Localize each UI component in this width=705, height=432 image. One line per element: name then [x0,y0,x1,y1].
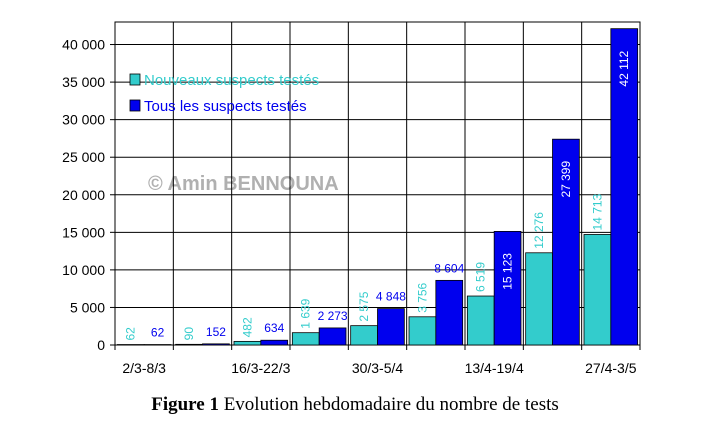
caption-text: Evolution hebdomadaire du nombre de test… [224,394,559,415]
x-tick-label: 27/4-3/5 [585,360,637,376]
legend-label: Nouveaux suspects testés [144,72,319,89]
y-tick-label: 35 000 [62,74,105,90]
value-label: 482 [240,317,254,337]
y-tick-label: 30 000 [62,112,105,128]
value-label: 3 756 [415,282,429,312]
bar [584,234,611,345]
legend-swatch [130,100,140,111]
bar [351,326,378,345]
bar [234,341,261,345]
legend-label: Tous les suspects testés [144,98,307,115]
y-tick-label: 5 000 [70,299,105,315]
value-label: 27 399 [559,161,573,198]
x-tick-label: 2/3-8/3 [122,360,166,376]
value-label: 12 276 [532,212,546,249]
value-label: 2 273 [318,309,348,323]
value-label: 8 604 [434,261,464,275]
caption: Figure 1 Evolution hebdomadaire du nombr… [151,394,559,415]
y-tick-label: 25 000 [62,149,105,165]
x-tick-label: 30/3-5/4 [352,360,404,376]
bar [467,296,494,345]
bar [378,309,405,345]
y-tick-label: 0 [97,337,105,353]
bar [319,328,346,345]
bar [203,344,230,345]
value-label: 6 519 [474,262,488,292]
value-label: 90 [182,327,196,341]
bar [526,253,553,345]
value-label: 2 575 [357,291,371,321]
bar [261,340,288,345]
bar [292,333,319,345]
y-tick-label: 10 000 [62,262,105,278]
legend-swatch [130,74,140,85]
bar [409,317,436,345]
y-tick-label: 40 000 [62,37,105,53]
value-label: 14 713 [590,193,604,230]
bar [436,280,463,345]
y-tick-label: 15 000 [62,224,105,240]
value-label: 15 123 [501,253,515,290]
value-label: 62 [151,326,165,340]
value-label: 42 112 [617,50,631,86]
x-tick-label: 16/3-22/3 [231,360,290,376]
value-label: 1 639 [299,298,313,328]
value-label: 152 [206,325,226,339]
watermark: © Amin BENNOUNA [148,173,339,195]
value-label: 4 848 [376,290,406,304]
x-tick-label: 13/4-19/4 [465,360,524,376]
y-tick-label: 20 000 [62,187,105,203]
caption-label: Figure 1 [151,394,219,415]
value-label: 634 [264,321,284,335]
value-label: 62 [124,327,138,341]
bar [176,344,203,345]
